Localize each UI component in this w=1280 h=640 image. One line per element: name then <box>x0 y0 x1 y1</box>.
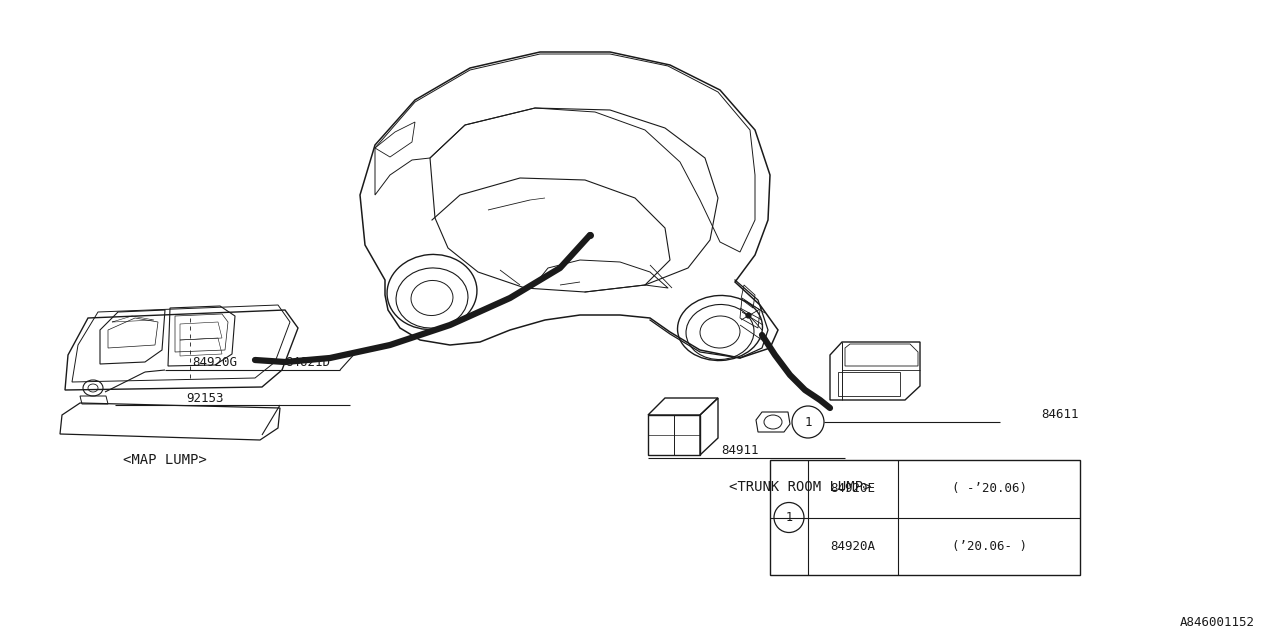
Text: <TRUNK ROOM LUMP>: <TRUNK ROOM LUMP> <box>728 480 872 494</box>
Text: 1: 1 <box>786 511 792 524</box>
Text: 84611: 84611 <box>1041 408 1079 422</box>
Text: 84920G: 84920G <box>192 356 238 369</box>
Text: 84920E: 84920E <box>831 483 876 495</box>
Text: <MAP LUMP>: <MAP LUMP> <box>123 453 207 467</box>
Text: A846001152: A846001152 <box>1180 616 1254 628</box>
Text: 84911: 84911 <box>721 444 759 456</box>
Text: 1: 1 <box>804 415 812 429</box>
Text: 84920A: 84920A <box>831 540 876 553</box>
Text: ( -’20.06): ( -’20.06) <box>952 483 1028 495</box>
Text: (’20.06- ): (’20.06- ) <box>952 540 1028 553</box>
Text: 92153: 92153 <box>187 392 224 404</box>
Text: 84621D: 84621D <box>285 356 330 369</box>
